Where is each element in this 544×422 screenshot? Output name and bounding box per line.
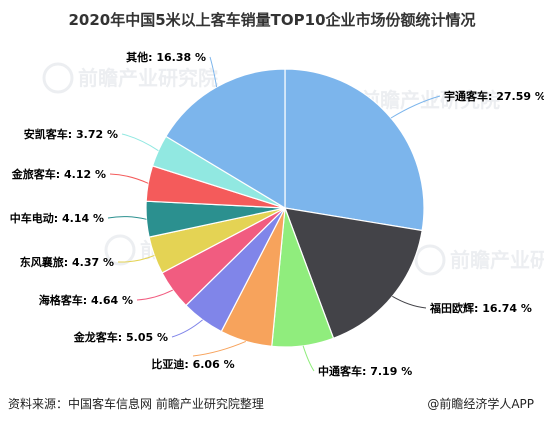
watermark-text: 前瞻产业研究院 [360, 88, 500, 112]
watermark-logo-icon [104, 234, 136, 266]
leader-line [121, 133, 159, 152]
data-label: 海格客车: 4.64 % [39, 293, 133, 307]
data-label: 宇通客车: 27.59 % [444, 89, 544, 103]
data-label: 其他: 16.38 % [126, 50, 206, 64]
pie-chart: 前瞻产业研究院前瞻产业研究院前瞻产业研究院前瞻产业研究院 宇通客车: 27.59… [10, 50, 544, 378]
watermark: 前瞻产业研究院 [414, 244, 544, 276]
data-label: 东风襄旅: 4.37 % [20, 255, 114, 269]
leader-line [192, 340, 246, 357]
watermark-text: 前瞻产业研究院 [78, 66, 218, 90]
watermark-logo-icon [42, 62, 74, 94]
data-label: 中车电动: 4.14 % [10, 211, 104, 225]
watermark-logo-icon [414, 244, 446, 276]
watermark: 前瞻产业研究院 [42, 62, 218, 94]
leader-line [107, 216, 147, 220]
footer: 资料来源：中国客车信息网 前瞻产业研究院整理 @前瞻经济学人APP [0, 392, 544, 414]
leader-line [171, 319, 203, 338]
data-label: 中通客车: 7.19 % [318, 364, 412, 378]
leader-line [109, 173, 149, 184]
chart-title: 2020年中国5米以上客车销量TOP10企业市场份额统计情况 [68, 11, 476, 29]
watermark-text: 前瞻产业研究院 [450, 248, 544, 272]
leader-line [136, 289, 174, 301]
source-note: 资料来源：中国客车信息网 前瞻产业研究院整理 [8, 397, 264, 411]
data-label: 安凯客车: 3.72 % [24, 127, 118, 141]
data-label: 金旅客车: 4.12 % [11, 167, 106, 181]
brand-credit: @前瞻经济学人APP [427, 397, 534, 411]
pie-slice [165, 68, 286, 210]
data-label: 福田欧辉: 16.74 % [429, 301, 532, 315]
pie-slice [284, 68, 425, 232]
leader-line [209, 56, 218, 88]
leader-line [117, 255, 155, 263]
leader-line [302, 345, 315, 372]
leader-line [392, 295, 427, 309]
data-label: 比亚迪: 6.06 % [151, 357, 234, 371]
leader-lines [107, 56, 441, 372]
leader-line [390, 95, 441, 119]
watermark: 前瞻产业研究院 [324, 84, 500, 116]
pie-slice [284, 207, 423, 340]
data-labels: 宇通客车: 27.59 % 福田欧辉: 16.74 % 中通客车: 7.19 % 比亚… [10, 50, 544, 378]
data-label: 金龙客车: 5.05 % [73, 330, 168, 344]
pie-slices [145, 68, 425, 348]
